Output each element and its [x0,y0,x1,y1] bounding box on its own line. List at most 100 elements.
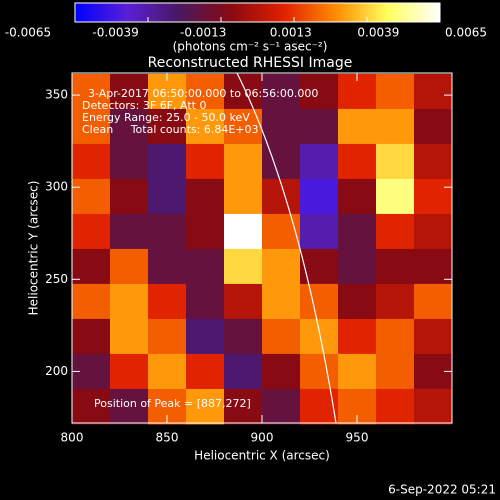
colorbar-tick-label: 0.0013 [270,26,312,40]
x-tick-label: 850 [156,431,179,445]
annotation: Position of Peak = [887,272] [94,397,251,410]
heatmap-cell [72,213,111,250]
x-tick-label: 900 [251,431,274,445]
heatmap-cell [300,353,339,390]
heatmap-cell [186,318,225,355]
heatmap-cell [338,108,377,145]
heatmap-cell [110,143,149,180]
heatmap [72,73,453,425]
colorbar-tick-label: -0.0065 [5,26,51,40]
x-axis-label: Heliocentric X (arcsec) [194,449,330,463]
heatmap-cell [224,143,263,180]
heatmap-cell [376,108,415,145]
heatmap-cell [338,318,377,355]
heatmap-cell [376,178,415,215]
heatmap-cell [72,388,111,425]
heatmap-cell [224,388,263,425]
heatmap-cell [186,388,225,425]
colorbar-tick-label: -0.0039 [92,26,138,40]
heatmap-cell [224,283,263,320]
heatmap-cell [414,318,453,355]
annotation: Clean Total counts: 6.84E+03 [82,123,259,136]
heatmap-cell [376,388,415,425]
heatmap-cell [224,213,263,250]
heatmap-cell [414,178,453,215]
annotation: Energy Range: 25.0 - 50.0 keV [82,111,250,124]
x-tick-label: 800 [61,431,84,445]
heatmap-cell [414,143,453,180]
heatmap-cell [224,248,263,285]
heatmap-cell [186,283,225,320]
heatmap-cell [110,178,149,215]
heatmap-cell [414,108,453,145]
heatmap-cell [300,388,339,425]
y-tick-label: 250 [45,272,68,286]
heatmap-cell [376,73,415,110]
heatmap-cell [376,248,415,285]
annotation: Detectors: 3F 6F, Att 0 [82,99,206,112]
x-tick-label: 950 [346,431,369,445]
colorbar-label: (photons cm⁻² s⁻¹ asec⁻²) [173,40,328,54]
heatmap-cell [300,143,339,180]
heatmap-cell [110,283,149,320]
heatmap-cell [338,283,377,320]
heatmap-cell [186,178,225,215]
colorbar-tick-label: 0.0039 [357,26,399,40]
heatmap-cell [72,178,111,215]
heatmap-cell [110,213,149,250]
colorbar [74,2,441,23]
heatmap-cell [376,143,415,180]
heatmap-cell [224,353,263,390]
heatmap-cell [376,353,415,390]
y-axis-label: Heliocentric Y (arcsec) [27,181,41,316]
heatmap-cell [110,353,149,390]
heatmap-cell [72,248,111,285]
heatmap-cell [262,73,301,110]
heatmap-cell [262,248,301,285]
y-tick-label: 300 [45,180,68,194]
heatmap-cell [376,213,415,250]
heatmap-cell [338,178,377,215]
heatmap-cell [300,178,339,215]
heatmap-cell [110,248,149,285]
heatmap-cell [262,213,301,250]
heatmap-cell [376,318,415,355]
heatmap-cell [262,143,301,180]
heatmap-cell [338,213,377,250]
heatmap-cell [262,388,301,425]
heatmap-cell [72,108,111,145]
footer: 6-Sep-2022 05:21 [388,483,496,497]
heatmap-cell [148,353,187,390]
heatmap-cell [148,283,187,320]
heatmap-cell [148,318,187,355]
heatmap-cell [262,318,301,355]
heatmap-cell [300,73,339,110]
heatmap-cell [148,143,187,180]
heatmap-cell [414,73,453,110]
heatmap-cell [262,283,301,320]
heatmap-cell [72,283,111,320]
heatmap-cell [338,248,377,285]
heatmap-cell [414,213,453,250]
heatmap-cell [300,283,339,320]
heatmap-cell [110,318,149,355]
heatmap-cell [224,318,263,355]
heatmap-cell [224,73,263,110]
heatmap-cell [72,73,111,110]
heatmap-cell [186,143,225,180]
heatmap-cell [110,108,149,145]
heatmap-cell [262,353,301,390]
heatmap-cell [414,388,453,425]
heatmap-cell [186,353,225,390]
y-tick-label: 200 [45,364,68,378]
solar-limb [236,72,337,424]
heatmap-cell [414,248,453,285]
heatmap-cell [338,143,377,180]
y-tick-label: 350 [45,88,68,102]
heatmap-cell [300,318,339,355]
chart-title: Reconstructed RHESSI Image [148,55,353,71]
heatmap-cell [224,178,263,215]
heatmap-cell [72,318,111,355]
heatmap-cell [148,213,187,250]
